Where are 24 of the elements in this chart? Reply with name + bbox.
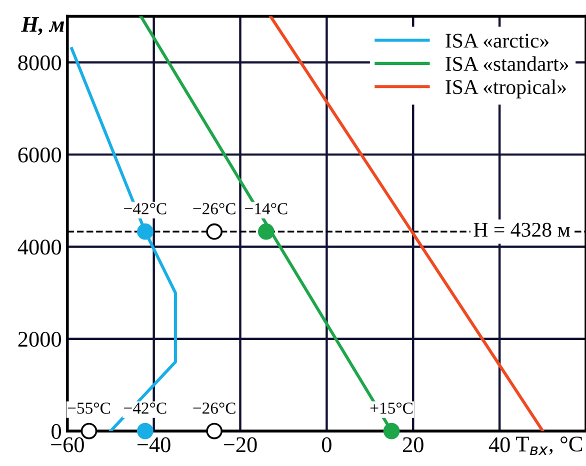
legend-label: ISA «standart» [446,56,568,71]
legend-label: ISA «tropical» [446,79,566,98]
annotation: −26°C [193,203,236,214]
x-tick-label: −40 [138,437,170,452]
x-axis-title: T$_{вх}$, °C [516,436,582,455]
x-tick-label: −20 [224,437,257,452]
annotation: −26°C [193,402,236,414]
x-tick-label: 40 [488,437,510,452]
y-tick-label: 6000 [18,147,61,162]
y-tick-label: 0 [52,424,61,439]
annotation: +15°C [370,402,413,414]
y-tick-label: 2000 [18,332,61,347]
annotation: −55°C [68,402,110,414]
annotation: −14°C [245,203,288,214]
annotation: −42°C [124,402,166,414]
y-tick-label: 8000 [18,55,61,70]
ref-line-label: H = 4328 м [474,222,570,237]
y-axis-title: H, м [21,17,64,36]
legend-label: ISA «arctic» [446,34,548,48]
x-tick-label: 0 [322,437,332,452]
y-tick-label: 4000 [18,240,61,255]
x-tick-label: 20 [402,437,424,452]
annotation: −42°C [124,203,166,214]
x-tick-label: −60 [51,437,84,452]
